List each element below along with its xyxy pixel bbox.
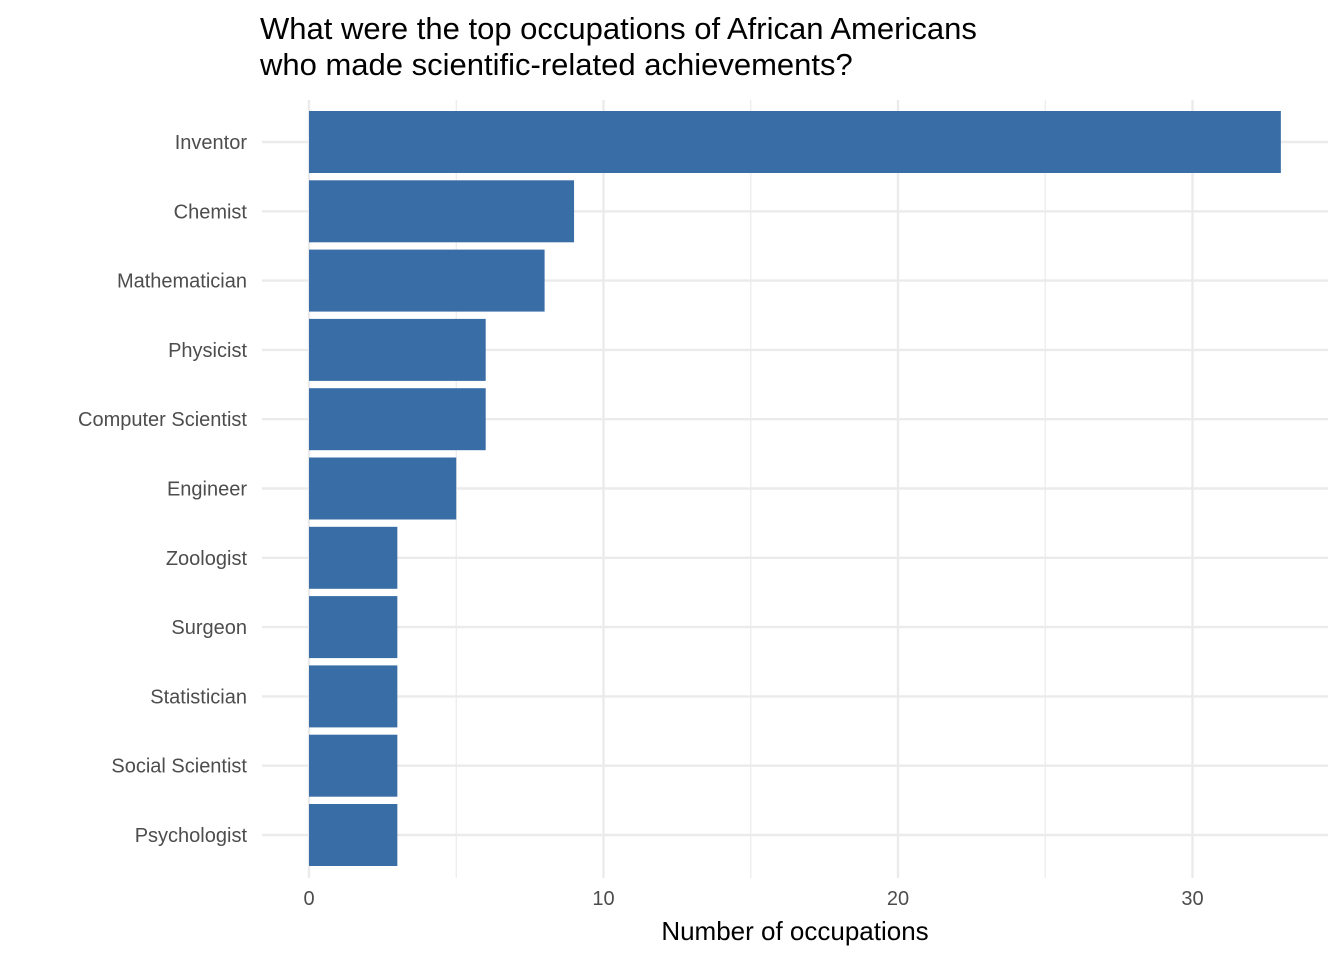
bar-mathematician [309,249,545,312]
bar-computer-scientist [309,388,486,451]
x-axis-label: Number of occupations [661,916,928,946]
y-tick-label: Zoologist [166,548,248,570]
y-tick-label: Mathematician [117,271,247,293]
y-tick-label: Statistician [150,686,247,708]
bar-statistician [309,665,398,728]
chart-title-line-1: What were the top occupations of African… [260,11,977,46]
y-tick-label: Social Scientist [111,756,247,778]
y-tick-label: Psychologist [135,825,248,847]
y-tick-labels: Inventor Chemist Mathematician Physicist Com… [78,132,247,847]
y-tick-label: Inventor [175,132,248,154]
chart-title-line-2: who made scientific-related achievements… [259,47,853,82]
bar-physicist [309,318,486,381]
x-tick-label: 0 [303,888,314,910]
bar-inventor [309,111,1281,173]
bar-zoologist [309,526,398,589]
y-tick-label: Chemist [174,201,248,223]
x-tick-labels: 0 10 20 30 [303,888,1203,910]
y-tick-label: Physicist [168,340,247,362]
x-tick-label: 20 [887,888,909,910]
bar-social-scientist [309,734,398,797]
bar-engineer [309,457,457,520]
y-tick-label: Surgeon [171,617,247,639]
x-tick-label: 30 [1181,888,1203,910]
bars [309,111,1281,866]
bar-chemist [309,180,575,243]
bar-surgeon [309,596,398,659]
bar-psychologist [309,804,398,866]
y-tick-label: Engineer [167,479,247,501]
y-tick-label: Computer Scientist [78,409,247,431]
x-tick-label: 10 [592,888,614,910]
